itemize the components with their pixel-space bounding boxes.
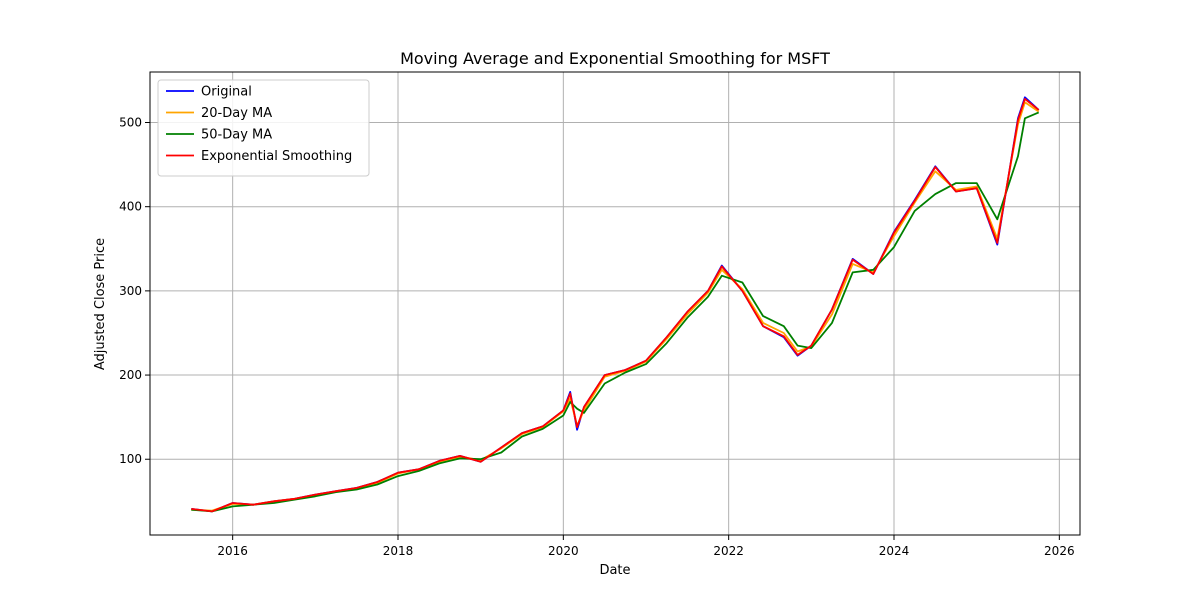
plot-frame <box>149 71 1081 536</box>
y-axis: 100 200 300 400 500 <box>119 116 150 466</box>
grid <box>150 72 1080 535</box>
legend-label: Original <box>201 85 252 100</box>
legend-label: 20-Day MA <box>201 106 272 121</box>
x-tick-label: 2022 <box>713 544 744 558</box>
x-tick-label: 2020 <box>548 544 579 558</box>
x-tick-label: 2024 <box>879 544 910 558</box>
legend-label: 50-Day MA <box>201 128 272 143</box>
legend-box <box>157 79 370 177</box>
series-group <box>191 96 1040 513</box>
x-axis: 2016 2018 2020 2022 2024 2026 <box>217 535 1075 558</box>
x-axis-label: Date <box>599 563 630 578</box>
y-tick-label: 300 <box>119 284 142 298</box>
x-tick-label: 2026 <box>1044 544 1075 558</box>
y-tick-label: 400 <box>119 200 142 214</box>
chart-title: Moving Average and Exponential Smoothing… <box>400 49 830 68</box>
y-tick-label: 100 <box>119 452 142 466</box>
x-tick-label: 2016 <box>217 544 248 558</box>
series-line-exponential-smoothing <box>191 98 1040 513</box>
y-tick-label: 200 <box>119 368 142 382</box>
series-line-50-day-ma <box>191 111 1040 513</box>
legend: Original 20-Day MA 50-Day MA Exponential Sm… <box>157 79 370 177</box>
x-tick-label: 2018 <box>383 544 414 558</box>
legend-label: Exponential Smoothing <box>201 149 352 164</box>
y-axis-label: Adjusted Close Price <box>93 238 108 370</box>
y-tick-label: 500 <box>119 116 142 130</box>
